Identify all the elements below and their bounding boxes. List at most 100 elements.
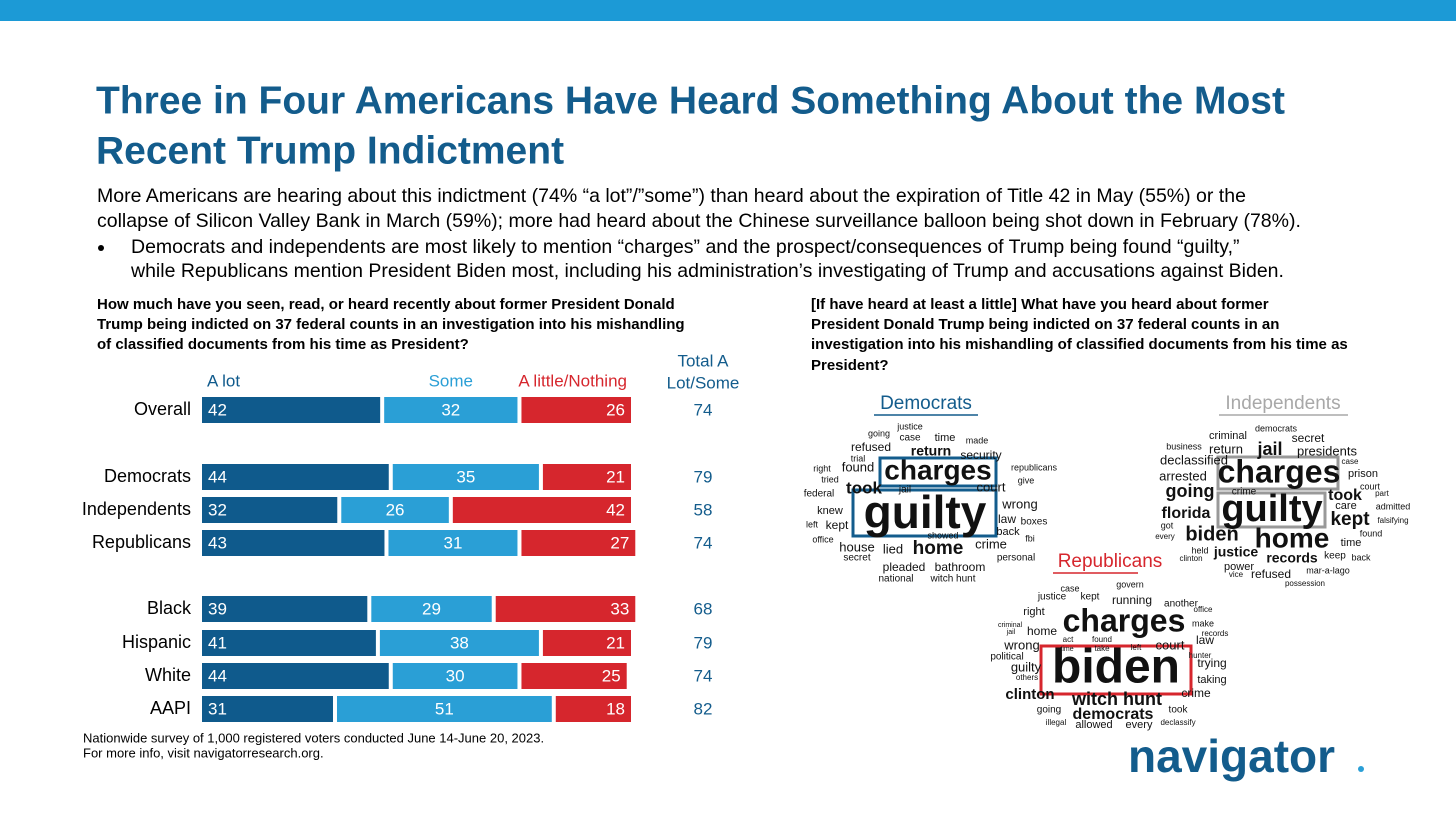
question-line: [If have heard at least a little] What h… (811, 296, 1269, 313)
data-label: 21 (606, 633, 625, 652)
cloud-word: secret (843, 553, 870, 564)
cloud-word: return (1209, 441, 1243, 456)
data-label: 29 (422, 599, 441, 618)
cloud-word: held (1191, 545, 1208, 555)
bar-segment (521, 397, 631, 423)
cloud-word: take (1094, 644, 1110, 653)
cloud-word: office (1194, 605, 1214, 614)
data-label: 30 (446, 666, 465, 685)
cloud-word: found (842, 459, 875, 474)
title-line: Three in Four Americans Have Heard Somet… (96, 79, 1285, 122)
bar-segment (336, 696, 552, 722)
cloud-word: trial (851, 453, 866, 463)
data-label: 42 (208, 400, 227, 419)
data-label: 44 (208, 467, 227, 486)
cloud-title: Democrats (880, 393, 972, 414)
category-label: Republicans (92, 532, 191, 552)
footer-line: For more info, visit navigatorresearch.o… (83, 745, 324, 760)
cloud-word: right (1023, 606, 1044, 618)
bar-segment (555, 696, 631, 722)
data-label: 31 (208, 699, 227, 718)
cloud-word: hunter (1189, 651, 1212, 660)
cloud-word: keep (1324, 551, 1346, 562)
cloud-word: taking (1197, 674, 1226, 686)
bar-segment (202, 464, 389, 490)
category-label: Hispanic (122, 632, 191, 652)
cloud-word: justice (1213, 544, 1259, 560)
cloud-word: time (1341, 537, 1362, 549)
cloud-word: charges (1218, 453, 1341, 489)
bar-segment (202, 397, 381, 423)
cloud-word: fbi (1025, 533, 1035, 543)
data-label: 32 (208, 500, 227, 519)
cloud-word: office (812, 534, 833, 544)
data-label: 43 (208, 533, 227, 552)
total-value: 82 (694, 699, 713, 718)
legend-label: Some (429, 371, 473, 390)
totals-header: Total A (677, 351, 729, 370)
cloud-word: case (899, 433, 921, 444)
data-label: 51 (435, 699, 454, 718)
bar-segment (371, 596, 492, 622)
cloud-word: govern (1116, 579, 1144, 589)
cloud-word: clinton (1005, 686, 1054, 703)
cloud-word: bathroom (935, 560, 986, 574)
category-label: Independents (82, 499, 191, 519)
cloud-word: right (813, 463, 831, 473)
cloud-word: time (935, 432, 956, 444)
cloud-word: vice (1229, 570, 1244, 579)
cloud-word: secret (1292, 431, 1325, 445)
cloud-word: make (1192, 618, 1214, 628)
cloud-word: others (1016, 673, 1038, 682)
footer-line: Nationwide survey of 1,000 registered vo… (83, 730, 544, 745)
word-box (1039, 644, 1193, 696)
cloud-word: clinton (1179, 554, 1202, 563)
cloud-word: found (1360, 528, 1383, 538)
legend-label: A lot (207, 371, 240, 390)
cloud-title: Independents (1225, 393, 1340, 414)
bar-segment (521, 663, 627, 689)
category-label: Overall (134, 399, 191, 419)
cloud-word: law (1196, 633, 1214, 647)
cloud-word: biden (1052, 641, 1180, 694)
cloud-word: trying (1197, 656, 1226, 670)
cloud-word: return (911, 443, 951, 459)
cloud-word: wrong (1001, 496, 1037, 511)
title-line: Recent Trump Indictment (96, 129, 564, 172)
cloud-word: guilty (1221, 488, 1322, 530)
cloud-word: democrats (1073, 706, 1154, 723)
cloud-word: falsifying (1377, 516, 1408, 525)
cloud-word: took (846, 478, 882, 497)
cloud-word: case (1060, 583, 1079, 593)
cloud-word: running (1112, 593, 1152, 607)
cloud-word: charges (1063, 602, 1186, 638)
cloud-word: witch hunt (1071, 689, 1162, 709)
cloud-word: give (1018, 475, 1035, 485)
word-box (1216, 491, 1327, 529)
bar-segment (392, 663, 518, 689)
cloud-word: going (1037, 705, 1061, 716)
cloud-word: democrats (1255, 423, 1298, 433)
cloud-word: court (1360, 481, 1381, 491)
cloud-word: prison (1348, 468, 1378, 480)
bar-segment (542, 464, 631, 490)
bar-segment (202, 530, 385, 556)
data-label: 26 (386, 500, 405, 519)
cloud-word: court (977, 479, 1006, 494)
cloud-word: declassified (1160, 452, 1228, 467)
total-value: 74 (694, 666, 713, 685)
bar-segment (202, 663, 389, 689)
cloud-word: took (1328, 487, 1362, 504)
cloud-word: boxes (1021, 517, 1048, 528)
cloud-word: home (1027, 624, 1057, 638)
cloud-word: got (1161, 520, 1174, 530)
cloud-word: jail (1256, 439, 1282, 459)
data-label: 18 (606, 699, 625, 718)
cloud-word: law (998, 512, 1016, 526)
logo-dot (1358, 766, 1364, 772)
cloud-word: witch hunt (929, 574, 975, 585)
bar-segment (521, 530, 636, 556)
data-label: 25 (602, 666, 621, 685)
cloud-word: wrong (1003, 637, 1039, 652)
